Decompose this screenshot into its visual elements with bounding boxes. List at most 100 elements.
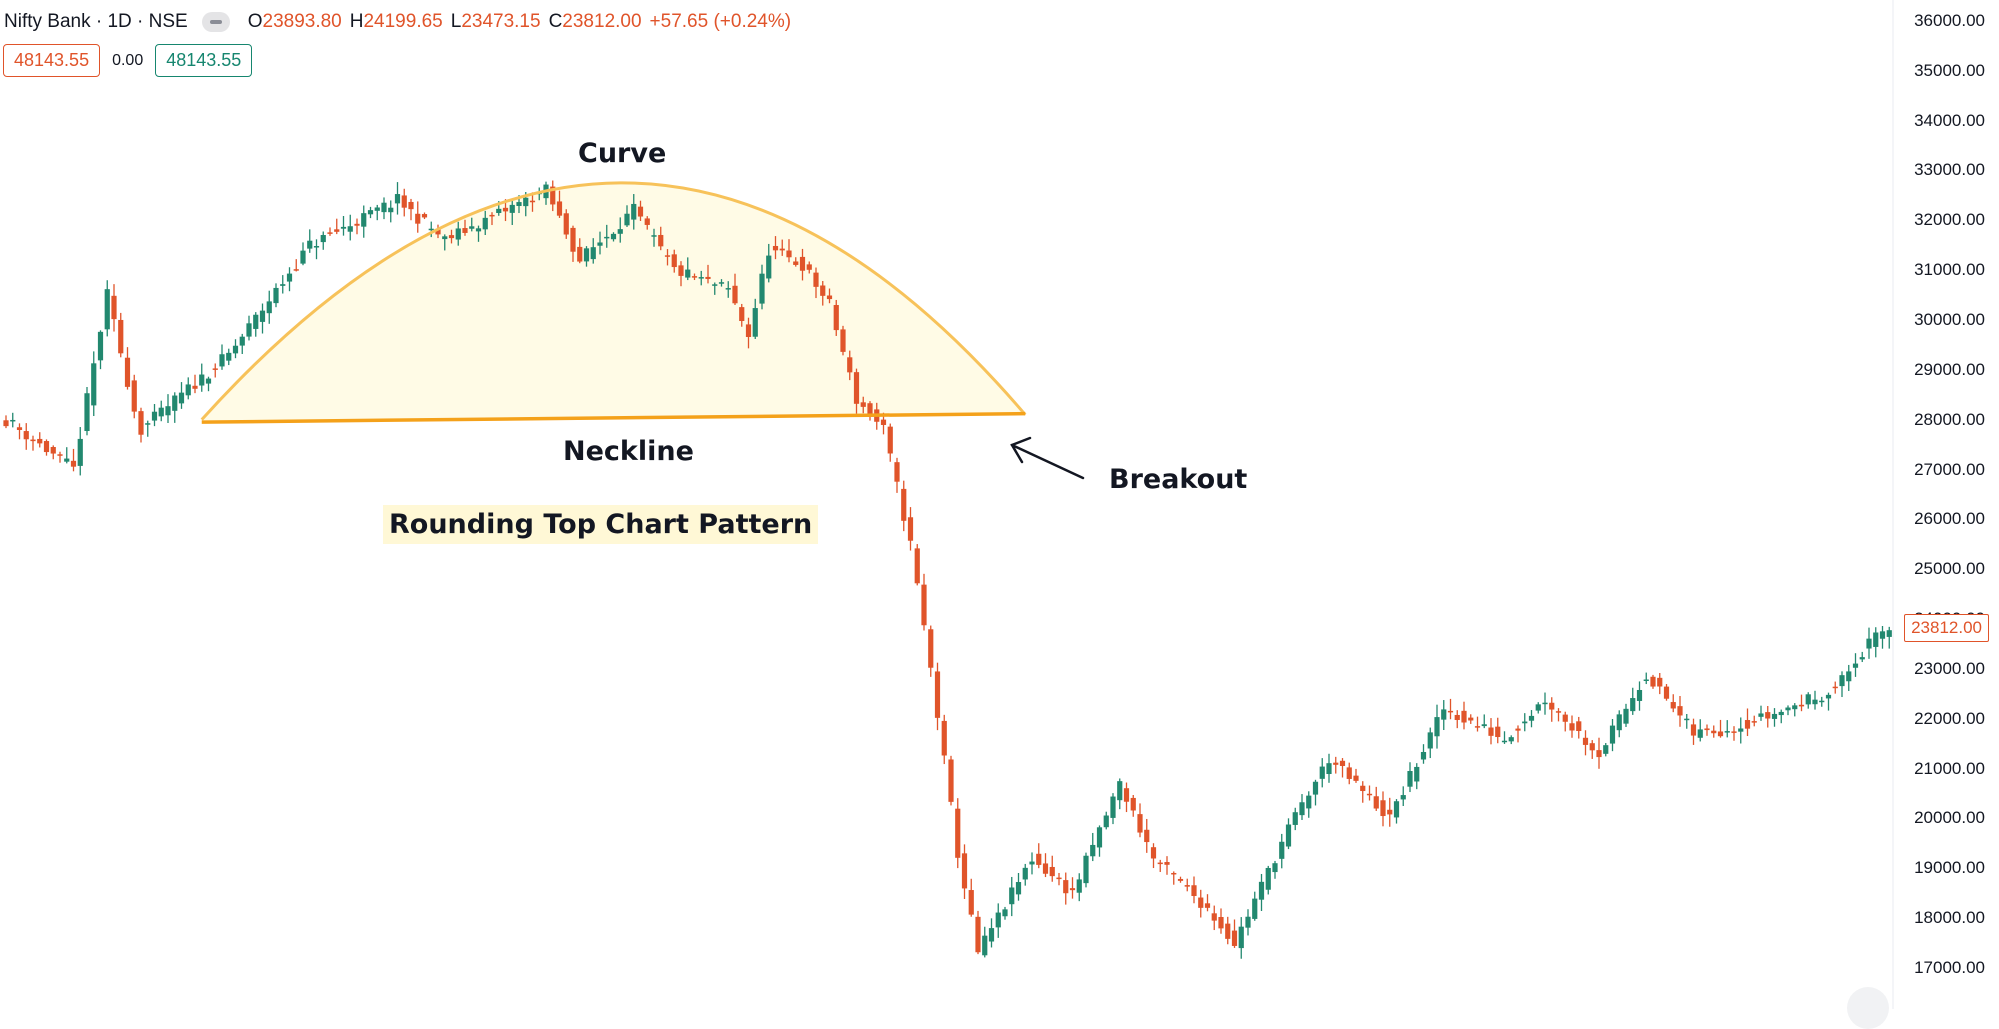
candle-up[interactable] <box>374 207 380 211</box>
candle-up[interactable] <box>1535 704 1541 711</box>
candle-up[interactable] <box>246 323 252 337</box>
candle-down[interactable] <box>813 272 819 287</box>
candle-down[interactable] <box>1731 731 1737 733</box>
candle-up[interactable] <box>1771 713 1778 719</box>
candle-down[interactable] <box>448 235 455 239</box>
candle-down[interactable] <box>1515 728 1521 731</box>
candle-up[interactable] <box>1792 705 1798 710</box>
candle-up[interactable] <box>1522 721 1528 724</box>
candle-down[interactable] <box>1056 877 1062 880</box>
candle-down[interactable] <box>401 195 407 208</box>
candle-up[interactable] <box>1400 795 1406 800</box>
candle-down[interactable] <box>435 228 441 235</box>
candle-down[interactable] <box>887 426 893 454</box>
candle-up[interactable] <box>1103 815 1109 828</box>
candle-up[interactable] <box>1252 898 1258 919</box>
candle-up[interactable] <box>1825 694 1832 699</box>
candle-up[interactable] <box>1501 740 1508 743</box>
candle-down[interactable] <box>1036 853 1042 865</box>
candle-down[interactable] <box>914 548 920 584</box>
candle-down[interactable] <box>1704 728 1710 731</box>
candle-up[interactable] <box>698 277 704 279</box>
candle-down[interactable] <box>847 357 853 373</box>
candle-down[interactable] <box>826 295 833 300</box>
candle-down[interactable] <box>941 720 947 756</box>
candle-up[interactable] <box>286 273 293 282</box>
candle-up[interactable] <box>253 314 259 329</box>
candle-down[interactable] <box>1447 710 1454 713</box>
candle-down[interactable] <box>1454 714 1460 720</box>
candle-up[interactable] <box>1724 731 1730 733</box>
candle-down[interactable] <box>637 206 644 217</box>
candle-up[interactable] <box>1609 725 1616 744</box>
candle-up[interactable] <box>1029 861 1035 865</box>
candle-down[interactable] <box>30 439 36 442</box>
candle-down[interactable] <box>293 269 299 271</box>
candle-up[interactable] <box>995 912 1001 928</box>
candle-up[interactable] <box>91 363 97 406</box>
candle-down[interactable] <box>131 380 137 412</box>
candle-up[interactable] <box>1245 916 1251 928</box>
candle-up[interactable] <box>1805 694 1811 705</box>
candle-down[interactable] <box>867 403 873 417</box>
candle-up[interactable] <box>1852 663 1859 668</box>
candle-up[interactable] <box>988 928 995 942</box>
candle-down[interactable] <box>111 295 117 320</box>
candle-up[interactable] <box>1015 882 1022 895</box>
candle-down[interactable] <box>1488 727 1494 736</box>
candle-down[interactable] <box>894 462 900 482</box>
candle-up[interactable] <box>300 250 306 264</box>
candle-down[interactable] <box>1353 775 1359 781</box>
candle-up[interactable] <box>1812 699 1818 705</box>
candle-down[interactable] <box>1549 702 1555 710</box>
visibility-toggle-icon[interactable] <box>201 12 230 32</box>
candle-up[interactable] <box>516 202 522 206</box>
sell-button[interactable]: 48143.55 <box>3 44 101 77</box>
candle-up[interactable] <box>1272 863 1278 873</box>
candle-up[interactable] <box>1636 689 1643 701</box>
candle-up[interactable] <box>1326 763 1332 775</box>
candle-down[interactable] <box>1191 885 1197 897</box>
candle-up[interactable] <box>97 331 104 361</box>
candle-down[interactable] <box>1171 872 1177 875</box>
candle-up[interactable] <box>320 235 326 243</box>
candle-down[interactable] <box>921 584 927 626</box>
breakout-label[interactable]: Breakout <box>1109 464 1248 495</box>
candle-up[interactable] <box>158 407 164 417</box>
candle-down[interactable] <box>334 229 340 232</box>
candle-down[interactable] <box>1198 897 1204 908</box>
candle-up[interactable] <box>1542 702 1548 705</box>
candle-up[interactable] <box>469 226 475 229</box>
candle-down[interactable] <box>1373 796 1379 809</box>
candle-down[interactable] <box>658 234 664 247</box>
candle-down[interactable] <box>1569 723 1575 731</box>
candle-down[interactable] <box>327 232 333 234</box>
candle-up[interactable] <box>219 354 225 367</box>
candle-down[interactable] <box>705 276 711 279</box>
candle-up[interactable] <box>151 411 158 421</box>
candle-down[interactable] <box>1069 888 1076 891</box>
neckline-line[interactable] <box>201 411 1026 424</box>
candle-down[interactable] <box>563 213 569 235</box>
candle-down[interactable] <box>118 319 124 354</box>
candle-down[interactable] <box>1474 726 1481 728</box>
candle-up[interactable] <box>307 240 313 249</box>
candle-up[interactable] <box>259 310 266 322</box>
candle-down[interactable] <box>1798 704 1805 707</box>
candle-down[interactable] <box>502 207 509 212</box>
candle-down[interactable] <box>415 213 421 224</box>
candle-up[interactable] <box>1292 812 1298 825</box>
candle-down[interactable] <box>23 431 29 440</box>
candle-down[interactable] <box>1663 686 1670 699</box>
candle-up[interactable] <box>1873 632 1879 647</box>
candle-down[interactable] <box>739 307 745 322</box>
candle-down[interactable] <box>1360 785 1366 792</box>
candle-down[interactable] <box>1495 726 1501 738</box>
symbol-title[interactable]: Nifty Bank · 1D · NSE <box>4 11 188 32</box>
candle-down[interactable] <box>968 890 974 915</box>
candle-down[interactable] <box>1231 930 1238 946</box>
candle-down[interactable] <box>880 419 887 425</box>
candle-down[interactable] <box>50 447 56 454</box>
candle-up[interactable] <box>1265 867 1271 890</box>
curve-line[interactable] <box>200 181 1027 421</box>
